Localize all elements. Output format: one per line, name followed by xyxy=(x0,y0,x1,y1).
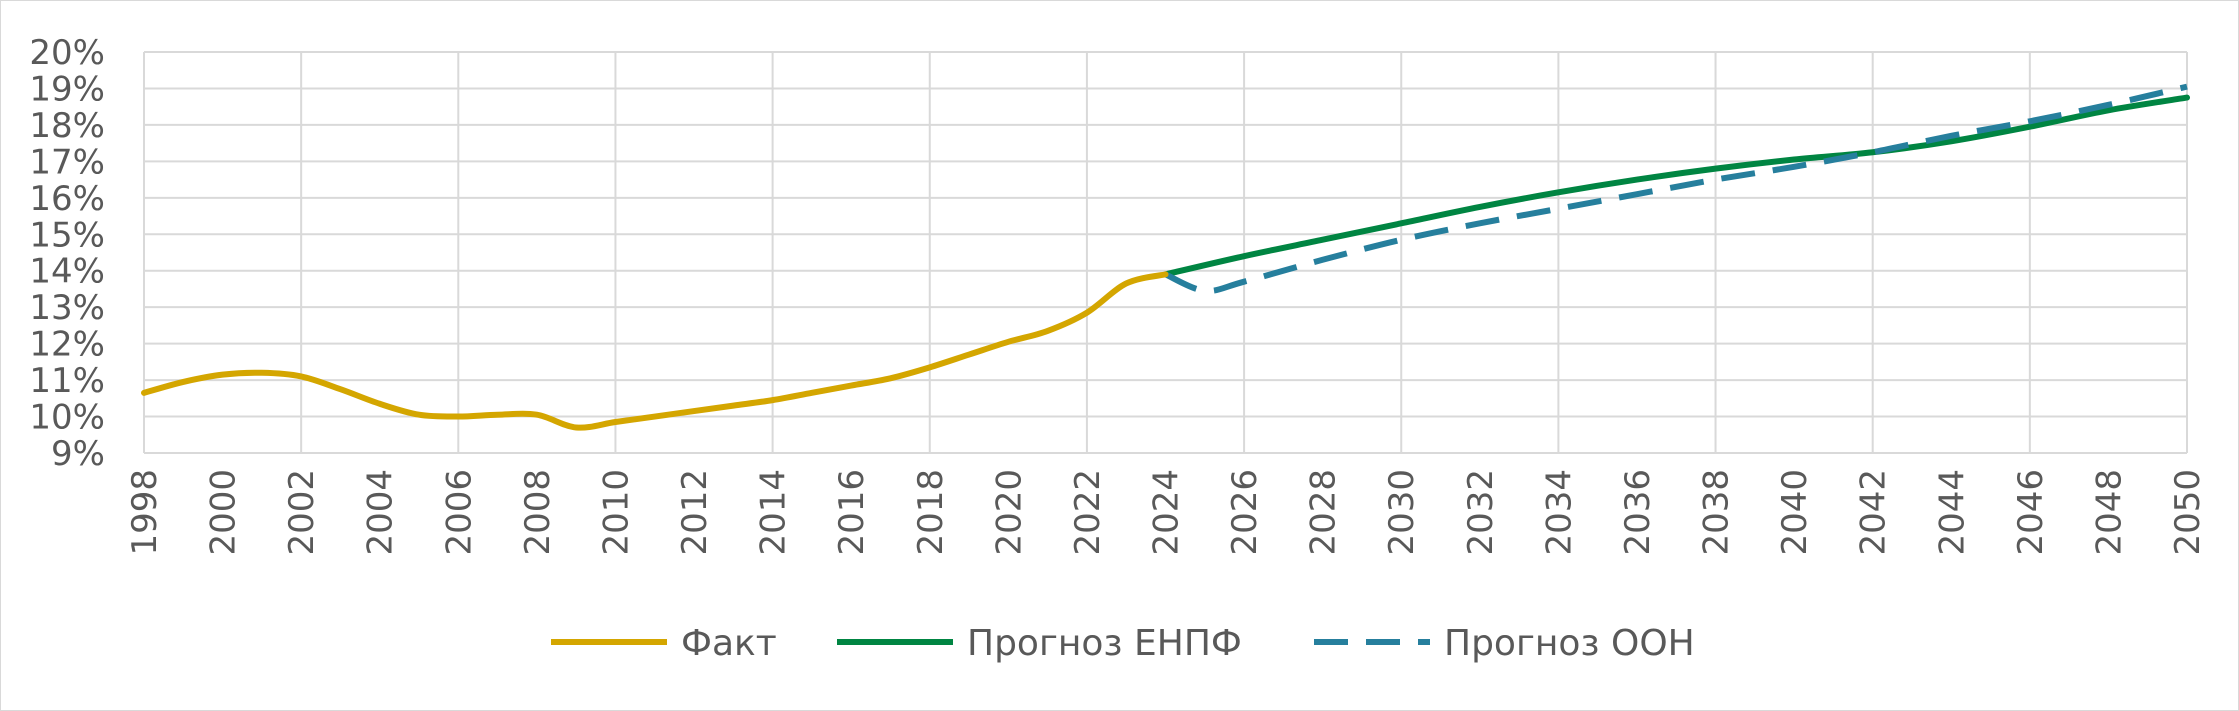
y-tick-label: 16% xyxy=(29,179,105,219)
x-tick-label: 2010 xyxy=(596,469,636,556)
x-tick-label: 2040 xyxy=(1775,469,1815,556)
x-tick-label: 2014 xyxy=(754,469,794,556)
y-tick-label: 20% xyxy=(29,33,105,73)
x-tick-label: 2034 xyxy=(1539,469,1579,556)
x-tick-label: 2008 xyxy=(518,469,558,556)
x-tick-label: 2002 xyxy=(282,469,322,556)
x-tick-label: 2024 xyxy=(1147,469,1187,556)
x-axis-tick-labels: 1998 2000 2002 2004 2006 2008 2010 2012 2014 2016… xyxy=(125,469,2208,556)
x-tick-label: 2050 xyxy=(2168,469,2208,556)
x-tick-label: 2020 xyxy=(989,469,1029,556)
x-tick-label: 2048 xyxy=(2089,469,2129,556)
series-line-2 xyxy=(1162,94,2190,278)
legend: Факт Прогноз ЕНПФ Прогноз ООН xyxy=(551,623,1695,664)
y-tick-label: 12% xyxy=(29,325,105,365)
y-tick-label: 9% xyxy=(51,434,105,474)
x-tick-label: 2032 xyxy=(1461,469,1501,556)
legend-label-1: Факт xyxy=(681,623,777,664)
legend-label-2: Прогноз ЕНПФ xyxy=(967,623,1242,664)
y-tick-label: 15% xyxy=(29,215,105,255)
y-tick-label: 14% xyxy=(29,252,105,292)
x-tick-label: 2018 xyxy=(911,469,951,556)
y-tick-label: 17% xyxy=(29,142,105,182)
x-tick-label: 2044 xyxy=(1932,469,1972,556)
y-tick-label: 13% xyxy=(29,288,105,328)
x-tick-label: 2042 xyxy=(1854,469,1894,556)
x-tick-label: 2028 xyxy=(1304,469,1344,556)
x-tick-label: 2038 xyxy=(1697,469,1737,556)
y-tick-label: 10% xyxy=(29,398,105,438)
y-tick-label: 19% xyxy=(29,69,105,109)
legend-label-3: Прогноз ООН xyxy=(1444,623,1695,664)
x-tick-label: 2012 xyxy=(675,469,715,556)
series-line-3 xyxy=(1164,83,2188,294)
y-tick-label: 18% xyxy=(29,106,105,146)
x-tick-label: 1998 xyxy=(125,469,165,556)
series-lines xyxy=(141,83,2190,431)
x-tick-label: 2004 xyxy=(361,469,401,556)
x-tick-label: 2022 xyxy=(1068,469,1108,556)
x-tick-label: 2016 xyxy=(832,469,872,556)
x-tick-label: 2030 xyxy=(1382,469,1422,556)
y-axis-tick-labels: 9%10%11%12%13%14%15%16%17%18%19%20% xyxy=(29,33,105,474)
x-tick-label: 2006 xyxy=(439,469,479,556)
series-line-1 xyxy=(141,271,1169,431)
x-tick-label: 2026 xyxy=(1225,469,1265,556)
grid xyxy=(143,51,2188,454)
x-tick-label: 2046 xyxy=(2011,469,2051,556)
x-tick-label: 2000 xyxy=(204,469,244,556)
y-tick-label: 11% xyxy=(29,361,105,401)
x-tick-label: 2036 xyxy=(1618,469,1658,556)
